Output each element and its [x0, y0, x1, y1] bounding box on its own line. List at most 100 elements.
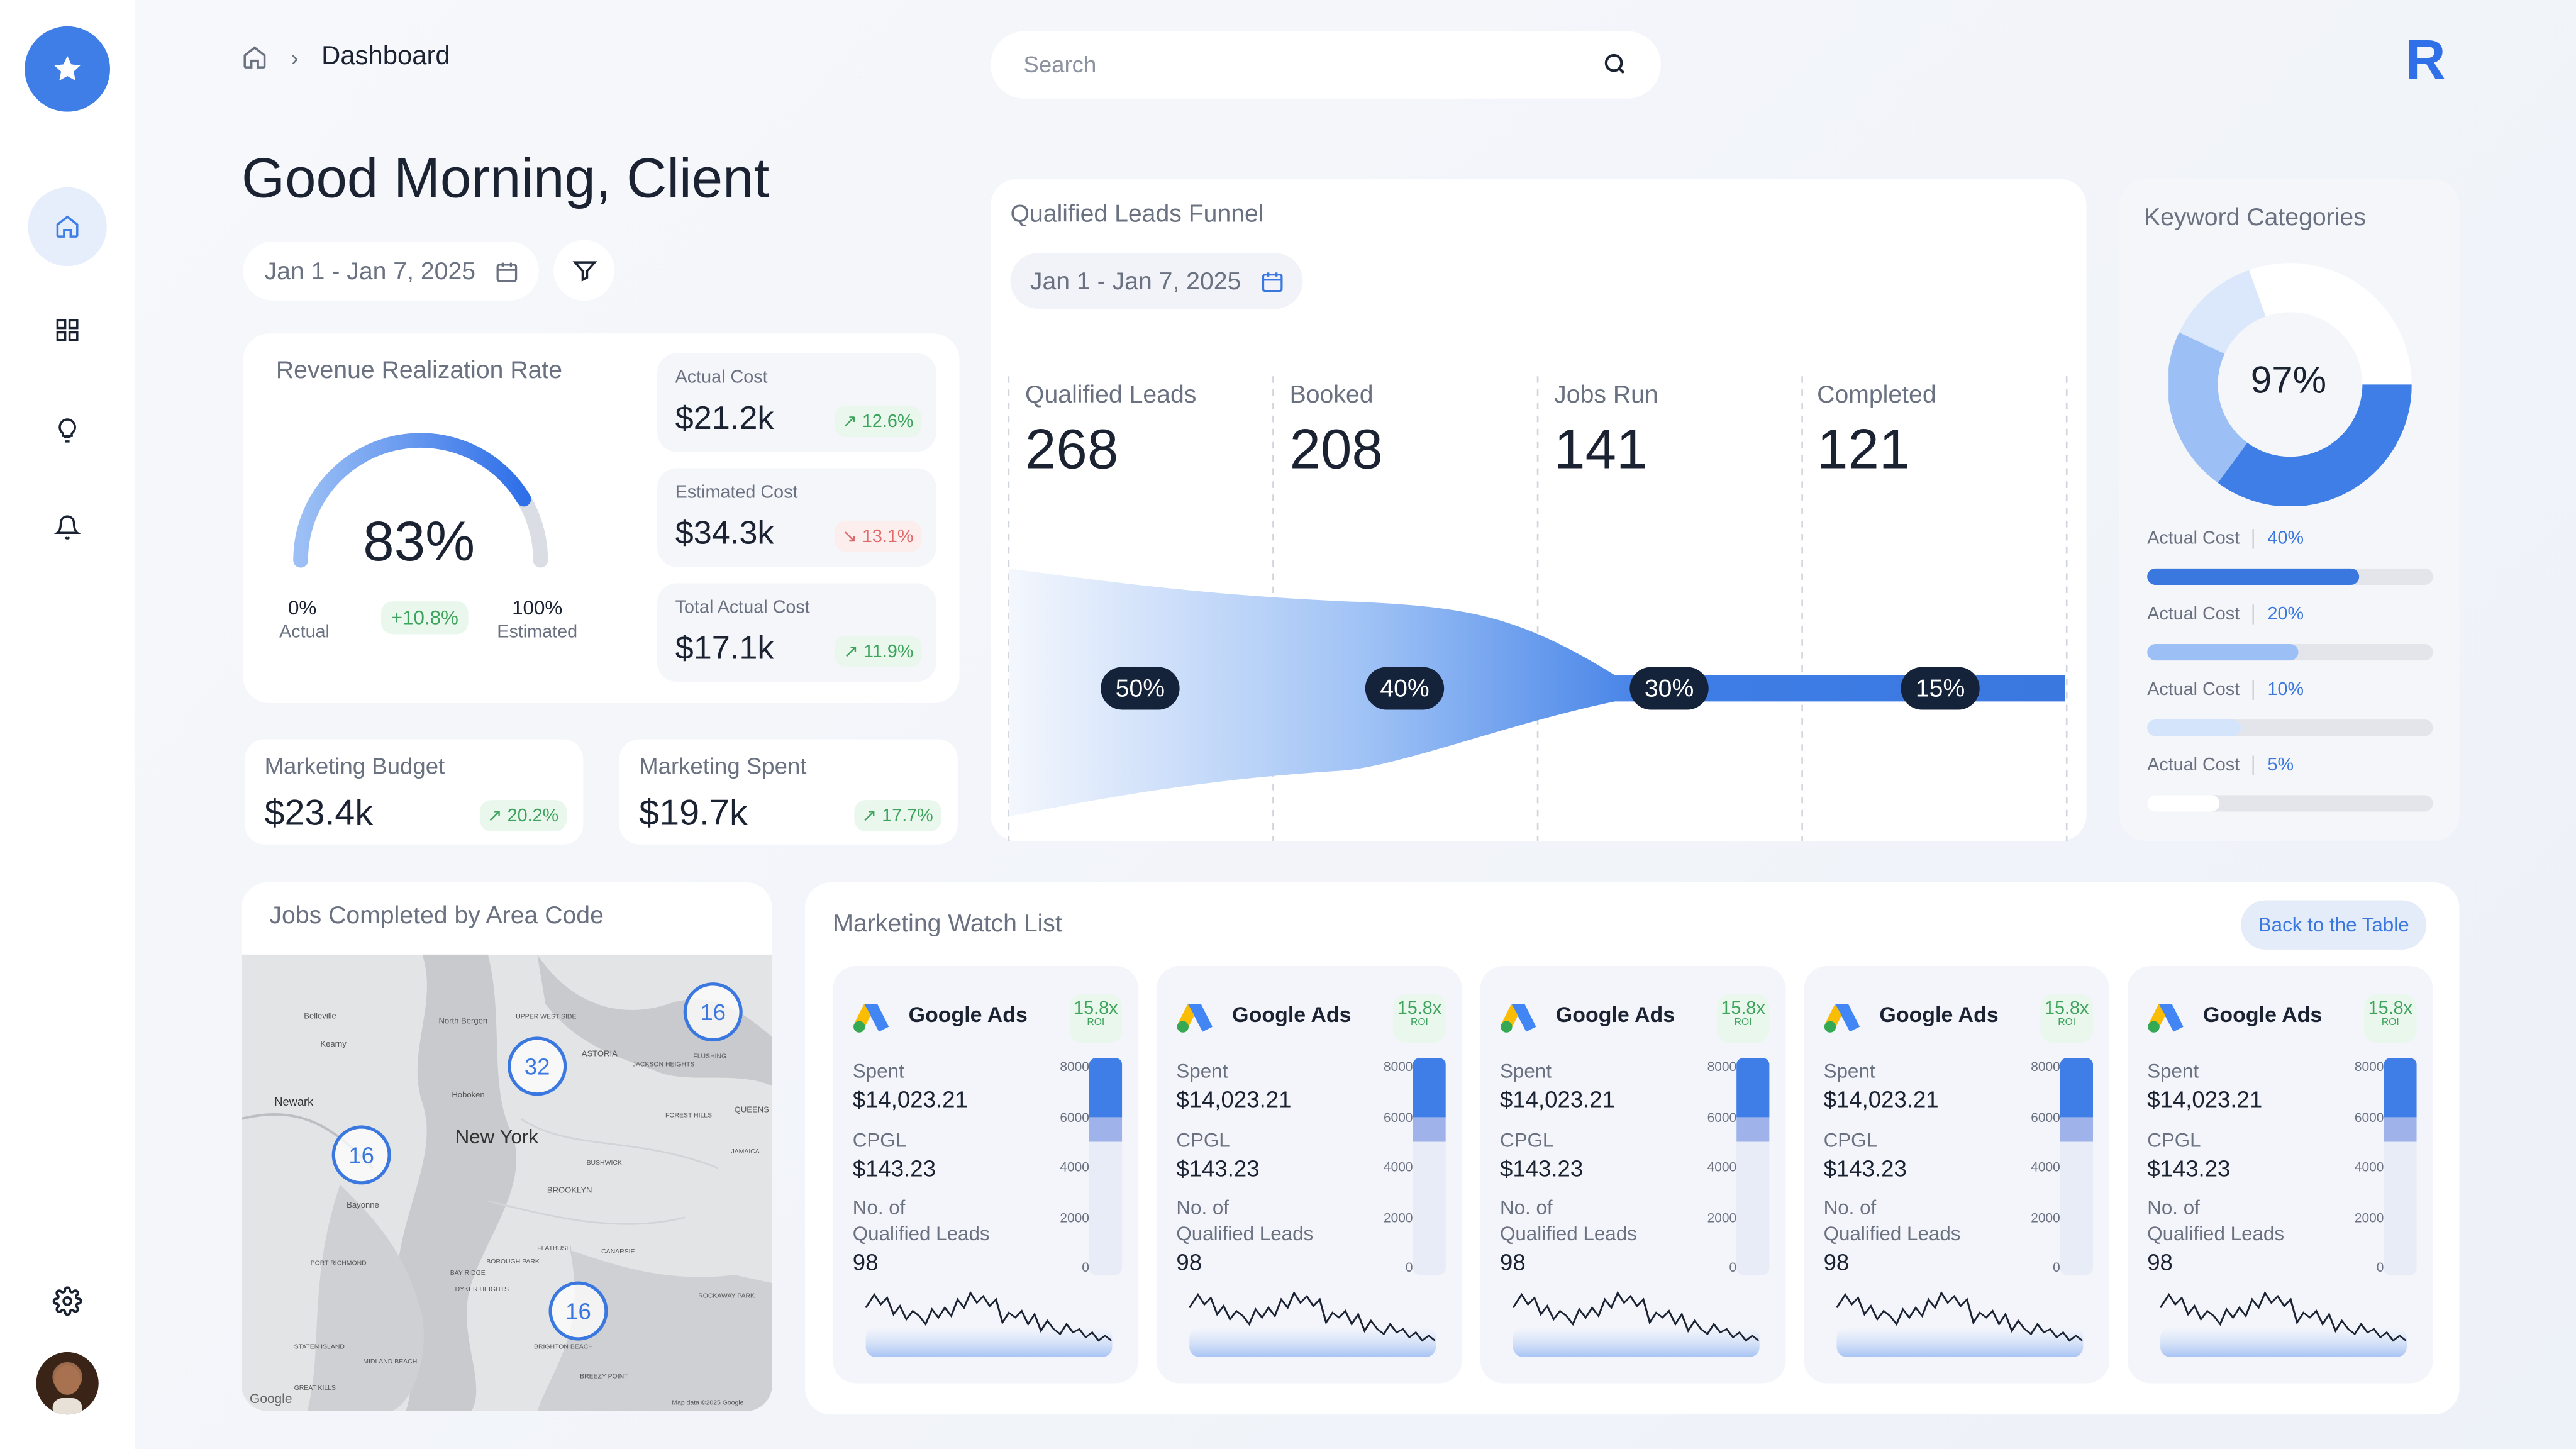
axis-tick-label: 4000: [1060, 1160, 1089, 1175]
map-label: New York: [455, 1125, 539, 1148]
watchlist-item[interactable]: Google Ads 15.8x ROI Spent $14,023.21 CPG…: [1480, 966, 1786, 1384]
brand-logo-letter: R: [2405, 30, 2446, 92]
map-label: Hoboken: [452, 1091, 485, 1101]
axis-tick-label: 0: [1082, 1260, 1089, 1275]
map-label: STATEN ISLAND: [294, 1342, 345, 1351]
logo-star-button[interactable]: [25, 26, 111, 112]
home-icon: [56, 215, 79, 238]
gauge-delta-value: +10.8%: [391, 606, 458, 630]
filter-button[interactable]: [553, 240, 614, 301]
sparkline: [1512, 1291, 1760, 1357]
axis-tick-label: 8000: [2354, 1059, 2384, 1075]
watchlist-item[interactable]: Google Ads 15.8x ROI Spent $14,023.21 CPG…: [1804, 966, 2110, 1384]
leads-label: Qualified Leads: [1499, 1222, 1637, 1246]
map-label: DYKER HEIGHTS: [455, 1284, 509, 1293]
google-ads-logo-icon: [853, 1004, 889, 1033]
axis-tick-label: 8000: [1060, 1059, 1089, 1075]
search-bar[interactable]: Search: [991, 31, 1661, 99]
spend-bar-dark: [2384, 1058, 2417, 1117]
grid-icon: [56, 319, 79, 341]
brand-logo[interactable]: R: [2405, 30, 2445, 94]
map-label: ROCKAWAY PARK: [698, 1291, 755, 1300]
spent-change: 17.7%: [882, 806, 933, 826]
donut-center-label: 97%: [2250, 358, 2327, 401]
cpgl-value: $143.23: [1823, 1155, 1907, 1182]
stat-value: $17.1k: [675, 631, 774, 667]
avatar[interactable]: [36, 1352, 99, 1415]
stat-value: $34.3k: [675, 516, 774, 552]
axis-tick-label: 0: [1405, 1260, 1413, 1275]
back-to-table-button[interactable]: Back to the Table: [2241, 900, 2427, 950]
watchlist-item[interactable]: Google Ads 15.8x ROI Spent $14,023.21 CPG…: [1157, 966, 1462, 1384]
trend-up-icon: ↗: [862, 806, 877, 826]
keyword-row-label: Actual Cost: [2147, 755, 2240, 775]
revenue-title: Revenue Realization Rate: [275, 356, 563, 385]
leads-value: 98: [1499, 1248, 1526, 1275]
spend-bar-dark: [2060, 1058, 2094, 1117]
stat-estimated-cost: Estimated Cost $34.3k ↘ 13.1%: [657, 468, 936, 567]
sparkline: [2159, 1291, 2407, 1357]
stat-actual-cost: Actual Cost $21.2k ↗ 12.6%: [657, 353, 936, 452]
cpgl-value: $143.23: [1499, 1155, 1584, 1182]
spend-bar: [1413, 1058, 1446, 1275]
roi-badge: 15.8x ROI: [1393, 994, 1446, 1043]
search-input[interactable]: Search: [1023, 50, 1097, 77]
leads-label: No. of: [1823, 1196, 1877, 1219]
funnel-stage: Qualified Leads 268: [1025, 381, 1196, 483]
axis-tick-label: 6000: [1060, 1110, 1089, 1126]
map-cluster-marker[interactable]: 16: [683, 982, 743, 1042]
map-label: BUSHWICK: [586, 1158, 622, 1167]
map-cluster-marker[interactable]: 32: [508, 1036, 567, 1096]
map-label: Kearny: [320, 1040, 347, 1050]
funnel-title: Qualified Leads Funnel: [1010, 200, 1264, 229]
keyword-row: Actual Cost 40%: [2147, 529, 2433, 585]
funnel-date-value: Jan 1 - Jan 7, 2025: [1030, 267, 1241, 295]
funnel-stage: Booked 208: [1290, 381, 1383, 483]
stat-label: Total Actual Cost: [675, 597, 810, 618]
budget-change-badge: ↗ 20.2%: [479, 800, 567, 831]
home-icon[interactable]: [242, 45, 268, 71]
date-range-picker[interactable]: Jan 1 - Jan 7, 2025: [243, 242, 539, 301]
sidebar-item-ideas[interactable]: [28, 391, 106, 470]
map-label: ASTORIA: [581, 1050, 618, 1060]
gear-icon: [52, 1286, 82, 1316]
spent-value: $14,023.21: [1499, 1085, 1616, 1113]
roi-value: 15.8x: [2045, 999, 2089, 1019]
funnel-pct-badge: 40%: [1365, 667, 1445, 710]
spend-bar: [2060, 1058, 2094, 1275]
funnel-stage-value: 268: [1025, 419, 1119, 482]
leads-label: Qualified Leads: [1823, 1222, 1961, 1246]
leads-label: Qualified Leads: [852, 1222, 990, 1246]
funnel-date-picker[interactable]: Jan 1 - Jan 7, 2025: [1010, 253, 1303, 309]
map-cluster-marker[interactable]: 16: [548, 1281, 608, 1341]
stat-change-badge: ↗ 11.9%: [835, 635, 922, 667]
stat-change-badge: ↘ 13.1%: [833, 521, 922, 552]
leads-label: No. of: [2147, 1196, 2200, 1219]
sidebar-item-home[interactable]: [28, 187, 107, 267]
map-cluster-marker[interactable]: 16: [331, 1125, 391, 1185]
google-ads-logo-icon: [1501, 1004, 1536, 1033]
watchlist-item-name: Google Ads: [1232, 1002, 1352, 1027]
watchlist-item[interactable]: Google Ads 15.8x ROI Spent $14,023.21 CPG…: [2127, 966, 2433, 1384]
sidebar-item-notifications[interactable]: [28, 488, 106, 567]
stat-label: Actual Cost: [675, 368, 768, 388]
sidebar-item-grid[interactable]: [28, 291, 106, 369]
watchlist-item[interactable]: Google Ads 15.8x ROI Spent $14,023.21 CPG…: [833, 966, 1139, 1384]
spend-bar: [1736, 1058, 1770, 1275]
map-label: GREAT KILLS: [294, 1383, 336, 1392]
axis-tick-label: 4000: [1707, 1160, 1737, 1175]
leads-value: 98: [2147, 1248, 2173, 1275]
roi-badge: 15.8x ROI: [1716, 994, 1770, 1043]
roi-badge: 15.8x ROI: [1069, 994, 1123, 1043]
sidebar-item-settings[interactable]: [28, 1262, 106, 1340]
map-label: Newark: [274, 1097, 314, 1109]
spent-label: Spent: [1823, 1059, 1875, 1083]
map-label: MIDLAND BEACH: [363, 1357, 418, 1365]
search-icon[interactable]: [1602, 51, 1628, 77]
spent-label: Spent: [2147, 1059, 2199, 1083]
axis-tick-label: 6000: [1384, 1110, 1413, 1126]
keyword-row-pct: 40%: [2267, 529, 2304, 549]
map-label: FOREST HILLS: [665, 1110, 713, 1119]
map-view[interactable]: [242, 954, 772, 1411]
spend-bar-dark: [1413, 1058, 1446, 1117]
